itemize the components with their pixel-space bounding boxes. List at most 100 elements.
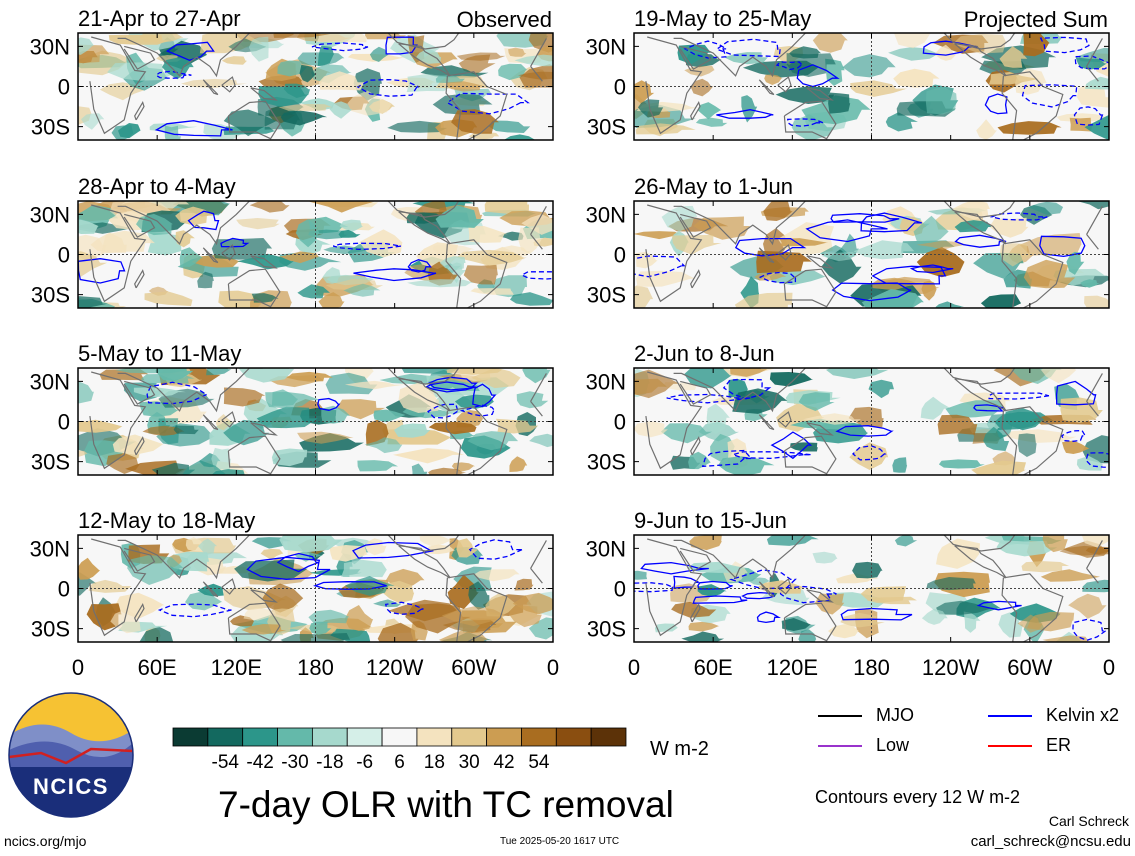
olr-anomaly-field xyxy=(78,201,553,308)
map-panel-5: 30N 0 30S 19-May to 25-May Projected Sum xyxy=(586,6,1110,141)
coastline-samerica xyxy=(1001,71,1064,140)
anomaly-patch xyxy=(456,249,527,266)
anomaly-patch xyxy=(518,227,542,255)
colorbar-label: -54 xyxy=(212,752,240,773)
panel-period-label: 21-Apr to 27-Apr xyxy=(78,6,241,31)
legend-line-er xyxy=(988,745,1032,748)
x-tick-label: 0 xyxy=(547,655,559,680)
email[interactable]: carl_schreck@ncsu.edu xyxy=(970,833,1131,850)
anomaly-patch xyxy=(379,373,439,385)
y-tick-label: 30N xyxy=(586,536,626,561)
anomaly-patch xyxy=(1042,635,1089,642)
anomaly-patch xyxy=(297,52,345,67)
y-tick-label: 30S xyxy=(587,115,626,140)
colorbar-swatch xyxy=(207,727,244,747)
colorbar: -54 -42 -30 -18 -6 6 18 30 42 54 xyxy=(172,727,627,773)
anomaly-patch xyxy=(756,250,812,274)
kelvin-contour xyxy=(734,237,807,257)
kelvin-contour xyxy=(427,376,478,391)
x-tick-label: 60W xyxy=(451,655,496,680)
anomaly-patch xyxy=(976,119,997,140)
anomaly-patch xyxy=(251,293,279,303)
figure-title: 7-day OLR with TC removal xyxy=(218,784,674,825)
coastline-sumatra xyxy=(202,247,219,264)
coastline-sumatra xyxy=(758,79,775,96)
kelvin-contour xyxy=(1074,55,1109,70)
x-tick-label: 120E xyxy=(211,655,262,680)
legend-label-er: ER xyxy=(1046,735,1072,755)
anomaly-patch xyxy=(998,612,1023,638)
author: Carl Schreck xyxy=(1048,813,1129,829)
contour-note: Contours every 12 W m-2 xyxy=(815,787,1021,807)
anomaly-patch xyxy=(1080,279,1100,288)
anomaly-patch xyxy=(456,538,479,558)
anomaly-patch xyxy=(237,253,294,270)
anomaly-patch xyxy=(248,36,269,62)
coastline-arabia xyxy=(679,547,712,572)
x-tick-label: 0 xyxy=(1103,655,1115,680)
anomaly-patch xyxy=(1004,408,1045,431)
coastline-guinea xyxy=(250,87,278,101)
anomaly-patch xyxy=(373,599,402,608)
site-link[interactable]: ncics.org/mjo xyxy=(4,833,87,849)
kelvin-contour xyxy=(246,556,331,580)
anomaly-patch xyxy=(398,382,439,413)
x-tick-label: 120W xyxy=(922,655,980,680)
y-tick-label: 0 xyxy=(58,410,70,435)
y-tick-label: 30N xyxy=(30,369,70,394)
anomaly-patch xyxy=(78,381,94,404)
kelvin-contour xyxy=(276,552,319,573)
anomaly-patch xyxy=(798,629,817,642)
kelvin-contour xyxy=(313,581,387,590)
coastline-africa xyxy=(645,538,1103,637)
kelvin-contour xyxy=(1072,618,1108,641)
coastline-sumatra xyxy=(202,414,219,431)
coastline-africa xyxy=(645,371,1103,470)
y-tick-label: 30N xyxy=(586,202,626,227)
y-tick-label: 0 xyxy=(58,75,70,100)
column-label: Projected Sum xyxy=(964,7,1108,32)
olr-anomaly-field xyxy=(634,535,1109,642)
anomaly-patch xyxy=(1084,295,1109,308)
coastline-namerica xyxy=(943,33,1016,50)
coastline-guinea xyxy=(806,422,834,436)
y-tick-label: 0 xyxy=(614,75,626,100)
kelvin-contour xyxy=(722,378,772,400)
coastline-borneo xyxy=(221,578,236,595)
anomaly-patch xyxy=(935,301,964,308)
coastline-africa xyxy=(89,371,547,470)
colorbar-swatch xyxy=(590,727,627,747)
anomaly-patch xyxy=(1023,259,1076,289)
y-tick-label: 30S xyxy=(31,115,70,140)
anomaly-patch xyxy=(861,289,924,308)
anomaly-patch xyxy=(684,368,734,389)
anomaly-patch xyxy=(635,251,658,269)
y-tick-label: 30N xyxy=(30,202,70,227)
x-tick-label: 120W xyxy=(366,655,424,680)
anomaly-patch xyxy=(456,52,506,61)
anomaly-patch xyxy=(181,78,248,88)
kelvin-contour xyxy=(146,381,207,405)
anomaly-patch xyxy=(1066,251,1085,275)
anomaly-patch xyxy=(1017,433,1037,457)
panel-period-label: 12-May to 18-May xyxy=(78,508,255,533)
anomaly-patch xyxy=(344,605,374,631)
x-tick-label: 180 xyxy=(853,655,890,680)
coastline-guinea xyxy=(250,589,278,603)
coastline-guinea xyxy=(806,87,834,101)
kelvin-contour xyxy=(640,561,709,575)
coastline-africa xyxy=(89,204,547,303)
anomaly-patch xyxy=(996,540,1058,557)
map-panel-2: 30N 0 30S 28-Apr to 4-May xyxy=(30,174,554,309)
anomaly-patch xyxy=(199,33,263,54)
coastline-sumatra xyxy=(758,581,775,598)
anomaly-patch xyxy=(763,201,793,221)
anomaly-patch xyxy=(1062,440,1090,454)
anomaly-patch xyxy=(471,368,521,389)
x-tick-label: 60W xyxy=(1007,655,1052,680)
coastline-namerica xyxy=(943,368,1016,385)
coastline-namerica xyxy=(943,535,1016,552)
anomaly-patch xyxy=(850,80,907,97)
legend-line-kelvin xyxy=(988,715,1032,718)
